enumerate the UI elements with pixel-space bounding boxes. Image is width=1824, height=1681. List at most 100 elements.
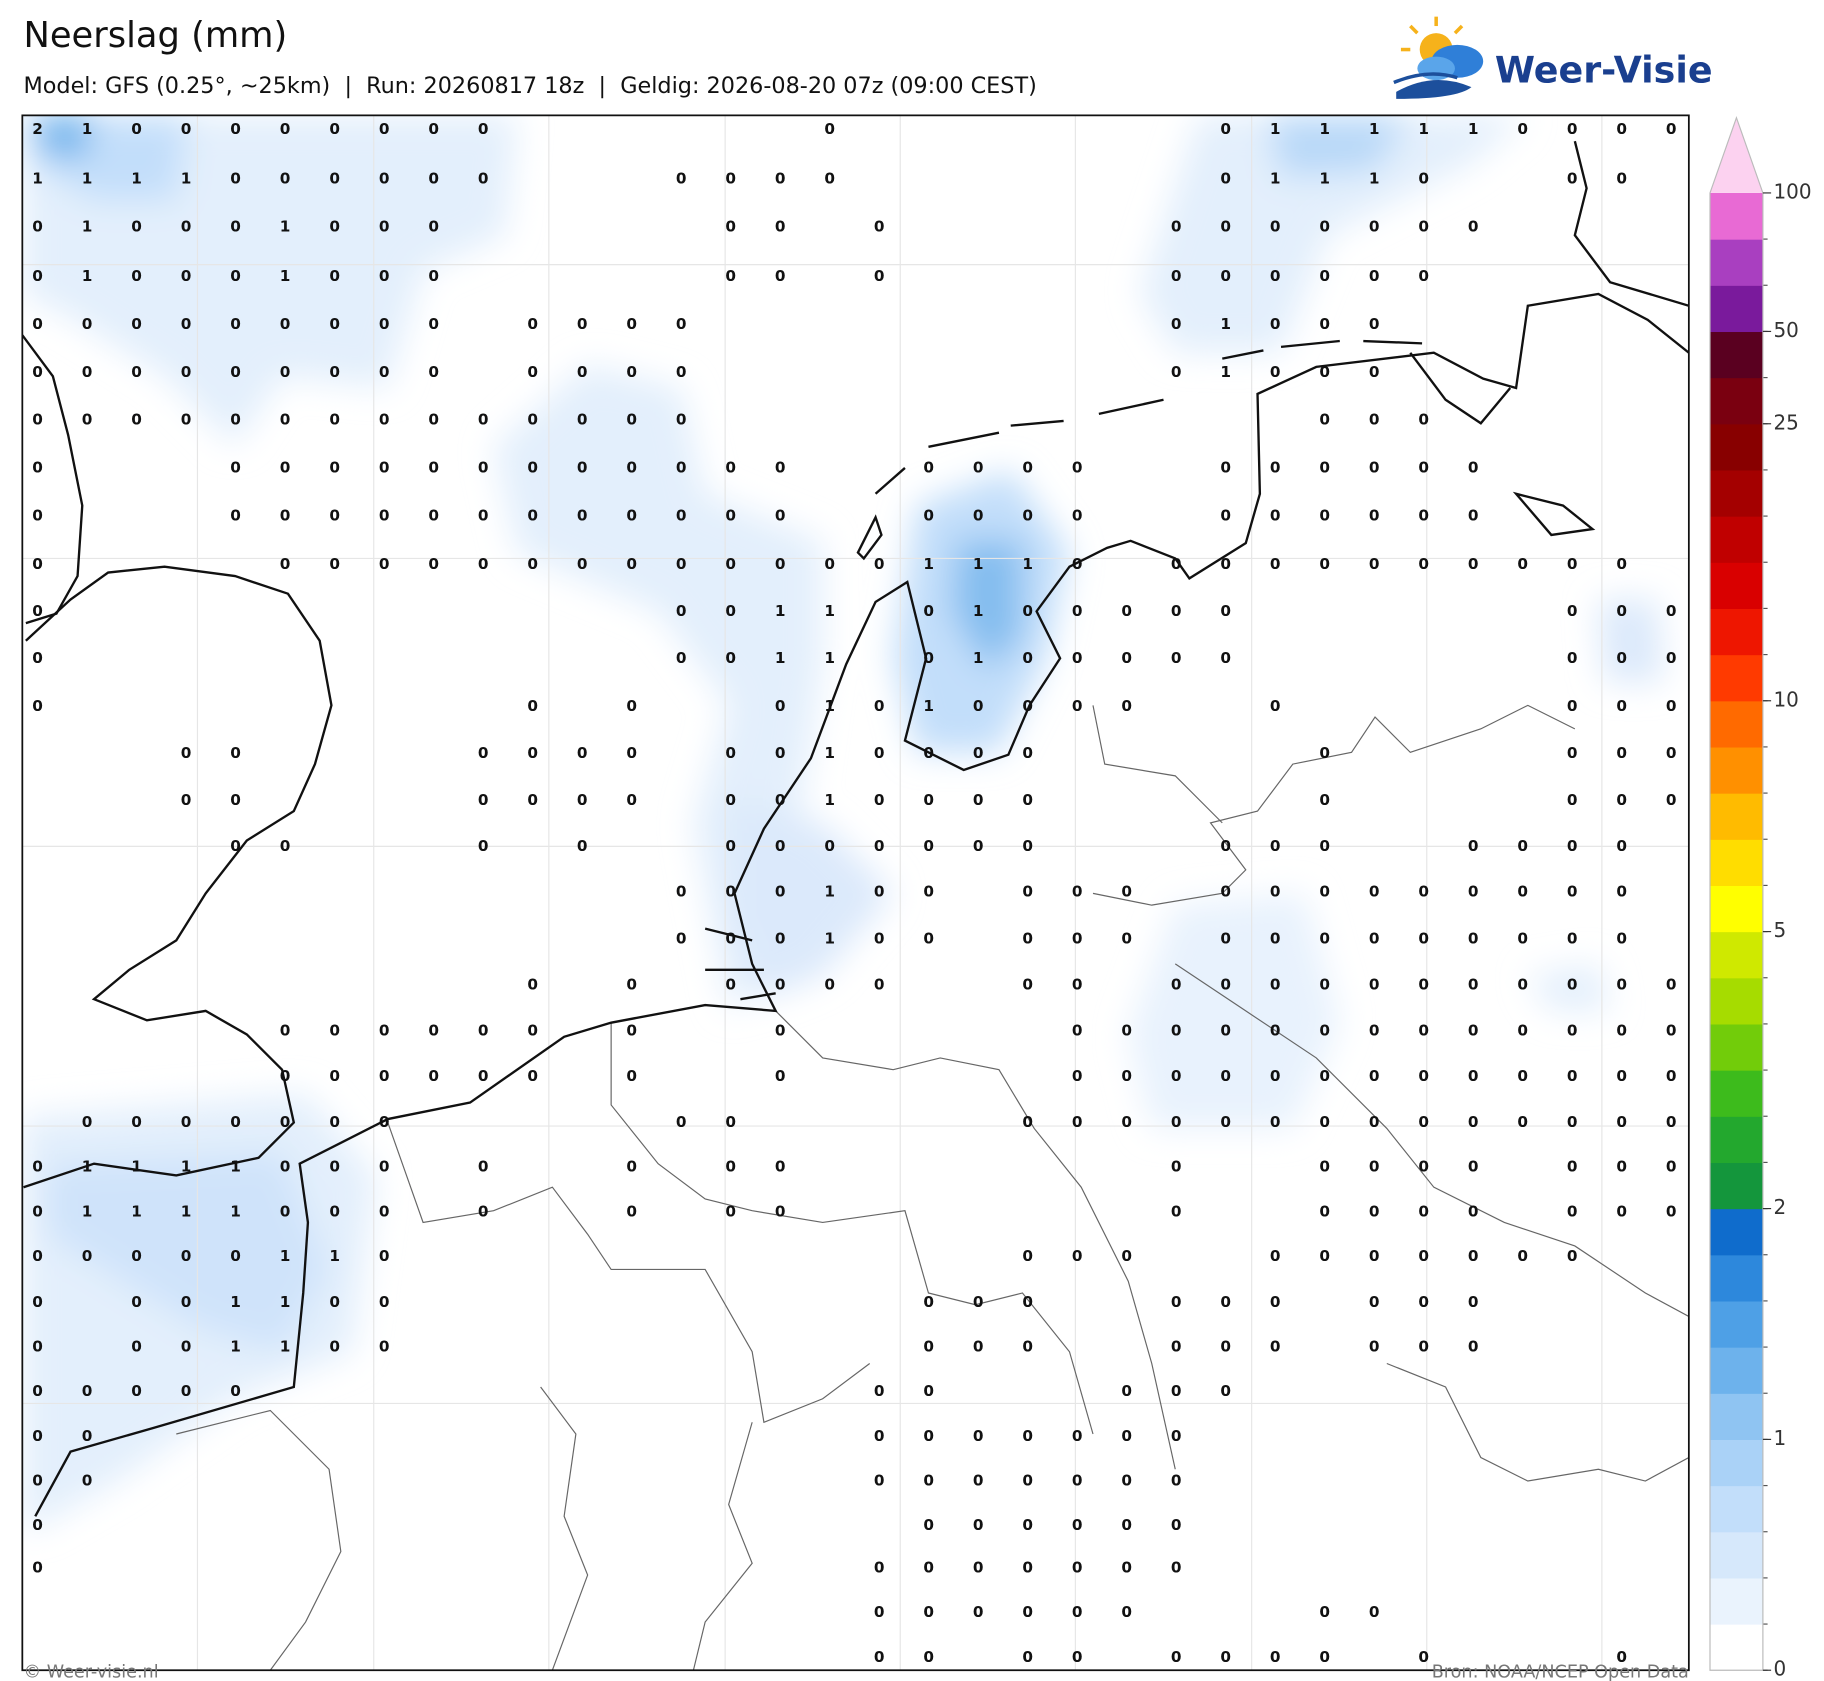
grid-value: 0: [577, 507, 588, 525]
grid-value: 0: [1270, 363, 1281, 381]
grid-value: 0: [428, 1021, 439, 1039]
grid-value: 0: [1270, 883, 1281, 901]
grid-value: 0: [725, 218, 736, 236]
grid-value: 0: [1220, 1113, 1231, 1131]
footer-right: Bron: NOAA/NCEP Open Data: [1432, 1662, 1689, 1681]
grid-value: 0: [1220, 120, 1231, 138]
grid-value: 0: [1220, 169, 1231, 187]
colorbar-segment: [1710, 1531, 1763, 1579]
map-frame: [21, 114, 1690, 1672]
grid-value: 0: [1418, 1158, 1429, 1176]
grid-value: 0: [280, 555, 291, 573]
grid-value: 0: [775, 1158, 786, 1176]
grid-value: 1: [775, 602, 786, 620]
grid-value: 0: [1270, 1648, 1281, 1666]
grid-value: 1: [824, 649, 835, 667]
grid-value: 0: [428, 507, 439, 525]
colorbar-segment: [1710, 885, 1763, 933]
grid-value: 0: [1369, 267, 1380, 285]
grid-value: 0: [1220, 837, 1231, 855]
grid-value: 0: [280, 458, 291, 476]
grid-value: 0: [874, 791, 885, 809]
grid-value: 0: [131, 1247, 142, 1265]
grid-value: 0: [1171, 1021, 1182, 1039]
grid-value: 1: [131, 169, 142, 187]
grid-value: 1: [973, 555, 984, 573]
colorbar-segment: [1710, 1393, 1763, 1440]
grid-value: 0: [1072, 1067, 1083, 1085]
grid-value: 0: [280, 1067, 291, 1085]
grid-value: 0: [676, 555, 687, 573]
grid-value: 0: [131, 1338, 142, 1356]
grid-value: 0: [1072, 976, 1083, 994]
grid-value: 0: [1616, 976, 1627, 994]
grid-value: 0: [181, 791, 192, 809]
grid-value: 0: [1270, 218, 1281, 236]
grid-value: 0: [577, 744, 588, 762]
grid-value: 0: [923, 1603, 934, 1621]
colorbar-segment: [1710, 654, 1763, 702]
grid-value: 0: [1418, 1648, 1429, 1666]
grid-value: 0: [428, 267, 439, 285]
grid-value: 0: [626, 555, 637, 573]
grid-value: 0: [1369, 1158, 1380, 1176]
grid-value: 0: [527, 458, 538, 476]
grid-value: 0: [1616, 602, 1627, 620]
grid-value: 0: [379, 218, 390, 236]
grid-value: 0: [725, 169, 736, 187]
grid-value: 0: [1616, 883, 1627, 901]
grid-value: 0: [1468, 976, 1479, 994]
colorbar-segment: [1710, 377, 1763, 425]
grid-value: 0: [1270, 1067, 1281, 1085]
grid-value: 0: [626, 410, 637, 428]
grid-value: 0: [1171, 1113, 1182, 1131]
grid-value: 0: [1616, 1202, 1627, 1220]
grid-value: 0: [923, 1427, 934, 1445]
grid-value: 0: [1319, 837, 1330, 855]
grid-value: 0: [478, 120, 489, 138]
grid-value: 0: [725, 1158, 736, 1176]
grid-value: 0: [1567, 1021, 1578, 1039]
grid-value: 0: [1319, 363, 1330, 381]
grid-value: 0: [577, 791, 588, 809]
grid-value: 0: [527, 791, 538, 809]
grid-value: 0: [428, 363, 439, 381]
grid-value: 0: [1171, 1427, 1182, 1445]
grid-value: 0: [1270, 1293, 1281, 1311]
grid-value: 0: [1468, 1067, 1479, 1085]
grid-value: 0: [131, 315, 142, 333]
grid-values: 2 1 0 0 0 0 0 0 0 0 0 0 1 1 1 1 1 0 0 0 0 1 1 1 1 0 0 0 0 0 0 0 0 0 0 0 1 1 1 0…: [32, 120, 1676, 1666]
grid-value: 0: [1072, 1648, 1083, 1666]
grid-value: 0: [1319, 1067, 1330, 1085]
grid-value: 0: [181, 744, 192, 762]
colorbar-tick-label: 100: [1773, 179, 1811, 203]
grid-value: 0: [1468, 930, 1479, 948]
colorbar-segment: [1710, 1485, 1763, 1533]
grid-value: 0: [131, 120, 142, 138]
grid-value: 0: [131, 410, 142, 428]
grid-value: 0: [1171, 649, 1182, 667]
grid-value: 0: [1369, 1021, 1380, 1039]
grid-value: 0: [1418, 218, 1429, 236]
grid-value: 1: [824, 791, 835, 809]
grid-value: 1: [1022, 555, 1033, 573]
grid-value: 0: [1319, 1021, 1330, 1039]
grid-value: 0: [1072, 883, 1083, 901]
logo: Weer-Visie: [1393, 16, 1713, 99]
grid-value: 0: [577, 363, 588, 381]
grid-value: 0: [725, 602, 736, 620]
grid-value: 0: [1022, 1293, 1033, 1311]
grid-value: 0: [824, 555, 835, 573]
grid-value: 0: [230, 315, 241, 333]
grid-value: 0: [1270, 267, 1281, 285]
grid-value: 0: [824, 976, 835, 994]
grid-value: 0: [1072, 1113, 1083, 1131]
grid-value: 0: [874, 1558, 885, 1576]
grid-value: 0: [1171, 1648, 1182, 1666]
grid-value: 0: [478, 169, 489, 187]
grid-value: 0: [824, 169, 835, 187]
grid-value: 0: [626, 507, 637, 525]
grid-value: 0: [725, 883, 736, 901]
grid-value: 0: [1220, 1021, 1231, 1039]
grid-value: 0: [725, 649, 736, 667]
